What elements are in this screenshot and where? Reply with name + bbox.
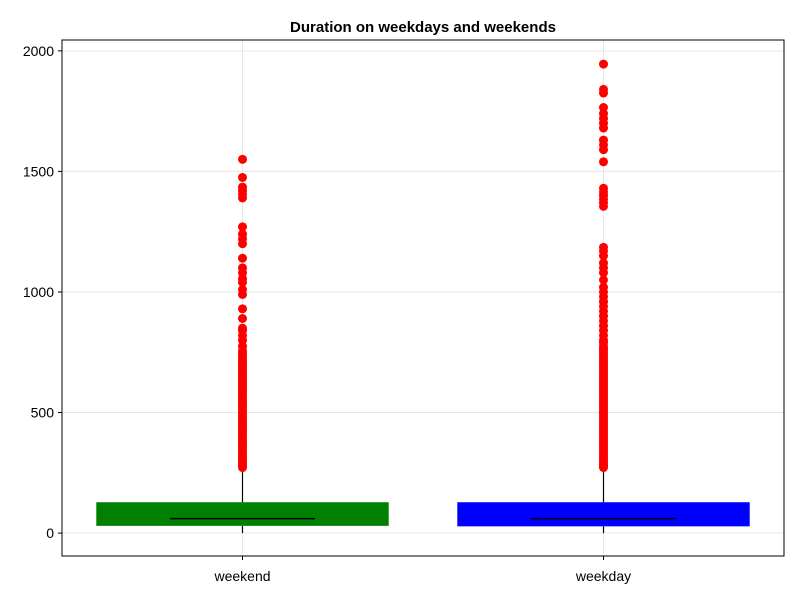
outlier-point bbox=[238, 172, 247, 182]
outliers-layer bbox=[238, 59, 608, 473]
outlier-point bbox=[599, 242, 608, 252]
grid-lines bbox=[62, 40, 784, 556]
outlier-point bbox=[599, 59, 608, 69]
y-tick-label: 500 bbox=[31, 405, 55, 421]
outlier-point bbox=[238, 229, 247, 239]
y-tick-label: 1000 bbox=[23, 284, 54, 300]
box-weekday bbox=[457, 502, 750, 527]
outlier-point bbox=[599, 157, 608, 167]
outlier-point bbox=[238, 304, 247, 314]
outlier-point bbox=[599, 275, 608, 285]
plot-frame bbox=[61, 39, 785, 557]
chart-title: Duration on weekdays and weekends bbox=[290, 19, 556, 36]
outlier-point bbox=[238, 182, 247, 192]
axis-layer: 0 500 1000 1500 2000 weekend weekday bbox=[23, 43, 631, 584]
outlier-point bbox=[599, 103, 608, 113]
outlier-point bbox=[238, 154, 247, 164]
outlier-point bbox=[238, 222, 247, 232]
outlier-point bbox=[599, 282, 608, 292]
outlier-point bbox=[238, 323, 247, 333]
box-weekend bbox=[96, 502, 389, 526]
outlier-point bbox=[238, 313, 247, 323]
outlier-point bbox=[599, 84, 608, 94]
x-tick-label: weekend bbox=[213, 568, 270, 584]
boxes-layer bbox=[96, 467, 750, 534]
outlier-point bbox=[238, 253, 247, 263]
y-tick-label: 2000 bbox=[23, 43, 54, 59]
outlier-point bbox=[238, 285, 247, 295]
outlier-point bbox=[599, 183, 608, 193]
y-tick-label: 1500 bbox=[23, 163, 54, 179]
outlier-point bbox=[238, 263, 247, 273]
y-tick-label: 0 bbox=[46, 525, 54, 541]
outlier-point bbox=[599, 258, 608, 268]
x-tick-label: weekday bbox=[575, 568, 631, 584]
outlier-point bbox=[599, 135, 608, 145]
